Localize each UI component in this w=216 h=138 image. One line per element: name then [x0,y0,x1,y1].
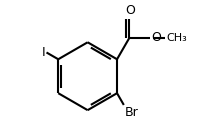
Text: O: O [151,31,161,44]
Text: I: I [41,46,45,59]
Text: Br: Br [124,106,138,119]
Text: O: O [125,4,135,17]
Text: CH₃: CH₃ [167,33,187,43]
